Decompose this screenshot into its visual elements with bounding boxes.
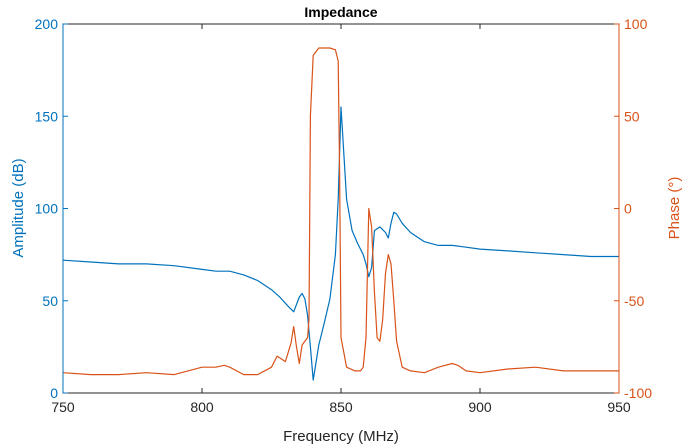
left-y-tick-label: 100 xyxy=(35,201,59,217)
x-tick-label: 750 xyxy=(51,399,75,415)
x-axis: 750 800 850 900 950 xyxy=(51,24,631,415)
left-y-tick-label: 200 xyxy=(35,16,59,32)
right-y-tick-label: 0 xyxy=(624,201,632,217)
right-y-axis: -100 -50 0 50 100 xyxy=(614,16,652,401)
left-y-axis: 0 50 100 150 200 xyxy=(35,16,68,401)
right-y-tick-label: -50 xyxy=(624,293,644,309)
amplitude-series-line xyxy=(62,106,619,381)
left-y-tick-label: 150 xyxy=(35,108,59,124)
phase-series-line xyxy=(62,47,619,376)
x-tick-label: 950 xyxy=(607,399,631,415)
left-y-tick-label: 0 xyxy=(50,385,58,401)
x-tick-label: 850 xyxy=(329,399,353,415)
x-tick-label: 800 xyxy=(190,399,214,415)
right-y-tick-label: -100 xyxy=(624,385,652,401)
chart-title: Impedance xyxy=(304,4,377,20)
plot-area xyxy=(62,47,619,381)
x-tick-label: 900 xyxy=(468,399,492,415)
left-y-tick-label: 50 xyxy=(42,293,58,309)
right-y-tick-label: 50 xyxy=(624,108,640,124)
x-axis-title: Frequency (MHz) xyxy=(283,428,399,445)
right-y-axis-title: Phase (°) xyxy=(666,177,682,240)
right-y-tick-label: 100 xyxy=(624,16,648,32)
left-y-axis-title: Amplitude (dB) xyxy=(10,158,27,257)
